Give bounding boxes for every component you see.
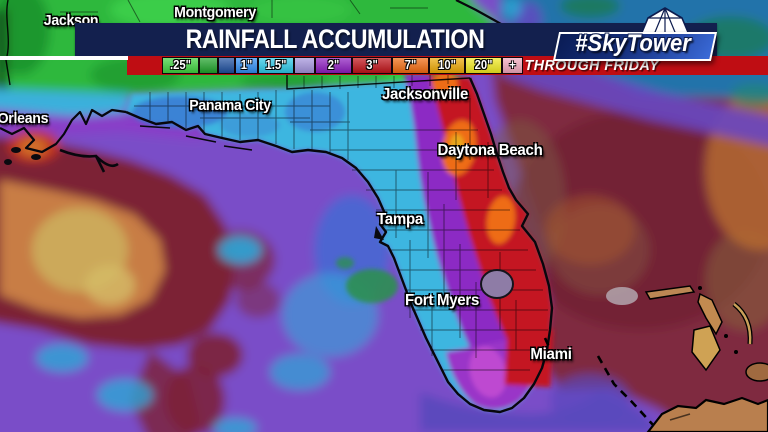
legend-swatch-label: 2"	[327, 58, 340, 72]
lake-okeechobee	[480, 269, 514, 299]
city-label-jacksonville: Jacksonville	[381, 86, 469, 103]
legend-swatch-2: 2"	[315, 57, 352, 74]
legend-swatch-unlabeled	[294, 57, 315, 74]
legend-swatch-label: 7"	[404, 58, 417, 72]
legend-swatch-3: 3"	[352, 57, 392, 74]
legend-swatch-label: +	[509, 58, 516, 72]
legend-swatch-label: 1.5"	[265, 58, 287, 72]
city-label-orleans: Orleans	[0, 110, 49, 127]
mississippi-delta	[59, 148, 119, 173]
rainfall-legend: .25" 1" 1.5" 2" 3" 7" 10" 20" +	[162, 57, 523, 74]
legend-swatch-label: .25"	[170, 58, 191, 72]
legend-swatch-25: .25"	[162, 57, 199, 74]
legend-swatch-7: 7"	[392, 57, 429, 74]
city-label-tampa: Tampa	[377, 211, 423, 228]
valid-period-label: THROUGH FRIDAY	[524, 57, 660, 74]
legend-swatch-unlabeled	[199, 57, 218, 74]
city-label-montgomery: Montgomery	[174, 4, 256, 21]
legend-swatch-+: +	[502, 57, 523, 74]
legend-swatch-label: 20"	[474, 58, 493, 72]
legend-lead-line	[0, 56, 128, 60]
city-label-daytona-beach: Daytona Beach	[437, 142, 543, 159]
gulf-coastline	[0, 108, 127, 154]
legend-swatch-15: 1.5"	[258, 57, 294, 74]
skytower-logo: #SkyTower	[548, 4, 724, 62]
legend-swatch-label: 3"	[366, 58, 378, 72]
legend-swatch-unlabeled	[218, 57, 235, 74]
florida-coastline	[125, 77, 554, 414]
legend-swatch-10: 10"	[429, 57, 465, 74]
legend-swatch-1: 1"	[235, 57, 258, 74]
logo-text: #SkyTower	[575, 30, 691, 57]
city-label-panama-city: Panama City	[189, 97, 271, 114]
florida-keys	[543, 337, 655, 427]
page-title: RAINFALL ACCUMULATION	[185, 24, 485, 54]
legend-swatch-label: 10"	[438, 58, 456, 72]
cuba-island	[646, 362, 768, 432]
city-label-fort-myers: Fort Myers	[404, 292, 480, 309]
city-label-miami: Miami	[530, 346, 572, 363]
legend-swatch-label: 1"	[240, 58, 253, 72]
legend-swatch-20: 20"	[465, 57, 502, 74]
bahamas-islands	[606, 285, 753, 372]
